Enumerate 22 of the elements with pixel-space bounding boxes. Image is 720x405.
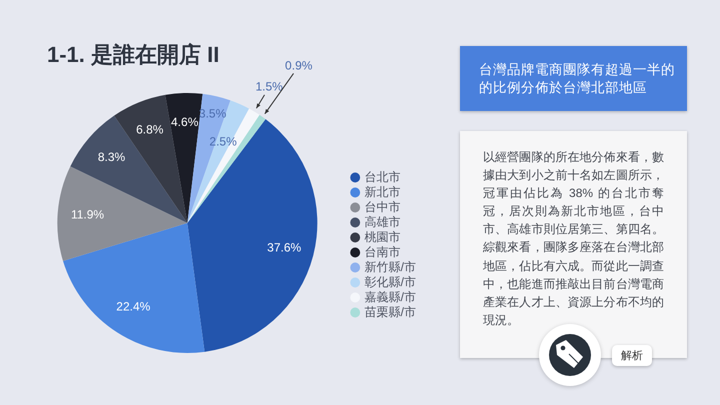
chart-title: 1-1. 是誰在開店 II (47, 41, 220, 69)
legend-label: 高雄市 (364, 214, 401, 229)
legend-label: 嘉義縣/市 (364, 290, 416, 304)
legend-label: 苗栗縣/市 (364, 304, 416, 319)
text: 解析 (612, 345, 652, 366)
data-label: 11.9% (70, 208, 104, 222)
legend-label: 台北市 (364, 170, 401, 184)
legend-label: 桃園市 (364, 230, 401, 244)
legend-label: 台中市 (364, 200, 401, 214)
legend-label: 台南市 (364, 244, 401, 259)
legend-label: 彰化縣/市 (364, 274, 416, 289)
data-label: 6.8% (136, 122, 164, 137)
data-label: 1.5% (255, 79, 284, 94)
data-label: 37.6% (267, 240, 302, 255)
data-label: 0.9% (285, 58, 313, 72)
text: 以經營團隊的所在地分佈來看，數據由大到小之前十名如左圖所示，冠軍由佔比為 38% 的台北市奪冠，居次則為新北市地區，台中市、高雄市則位居第三、第四名。綜觀來看，團隊多座落在台灣北部地區，佔比有六成。而從此一調查中，也能進而推敲出目前台灣電商產業在人才上、資源上分布不均的現況。 (483, 150, 664, 327)
data-label: 8.3% (98, 150, 126, 164)
text: 台灣品牌電商團隊有超過一半的的比例分佈於台灣北部地區 (479, 61, 676, 97)
legend-label: 新北市 (364, 184, 401, 199)
data-label: 22.4% (116, 300, 151, 314)
data-label: 4.6% (171, 115, 199, 130)
legend-label: 新竹縣/市 (364, 260, 416, 274)
